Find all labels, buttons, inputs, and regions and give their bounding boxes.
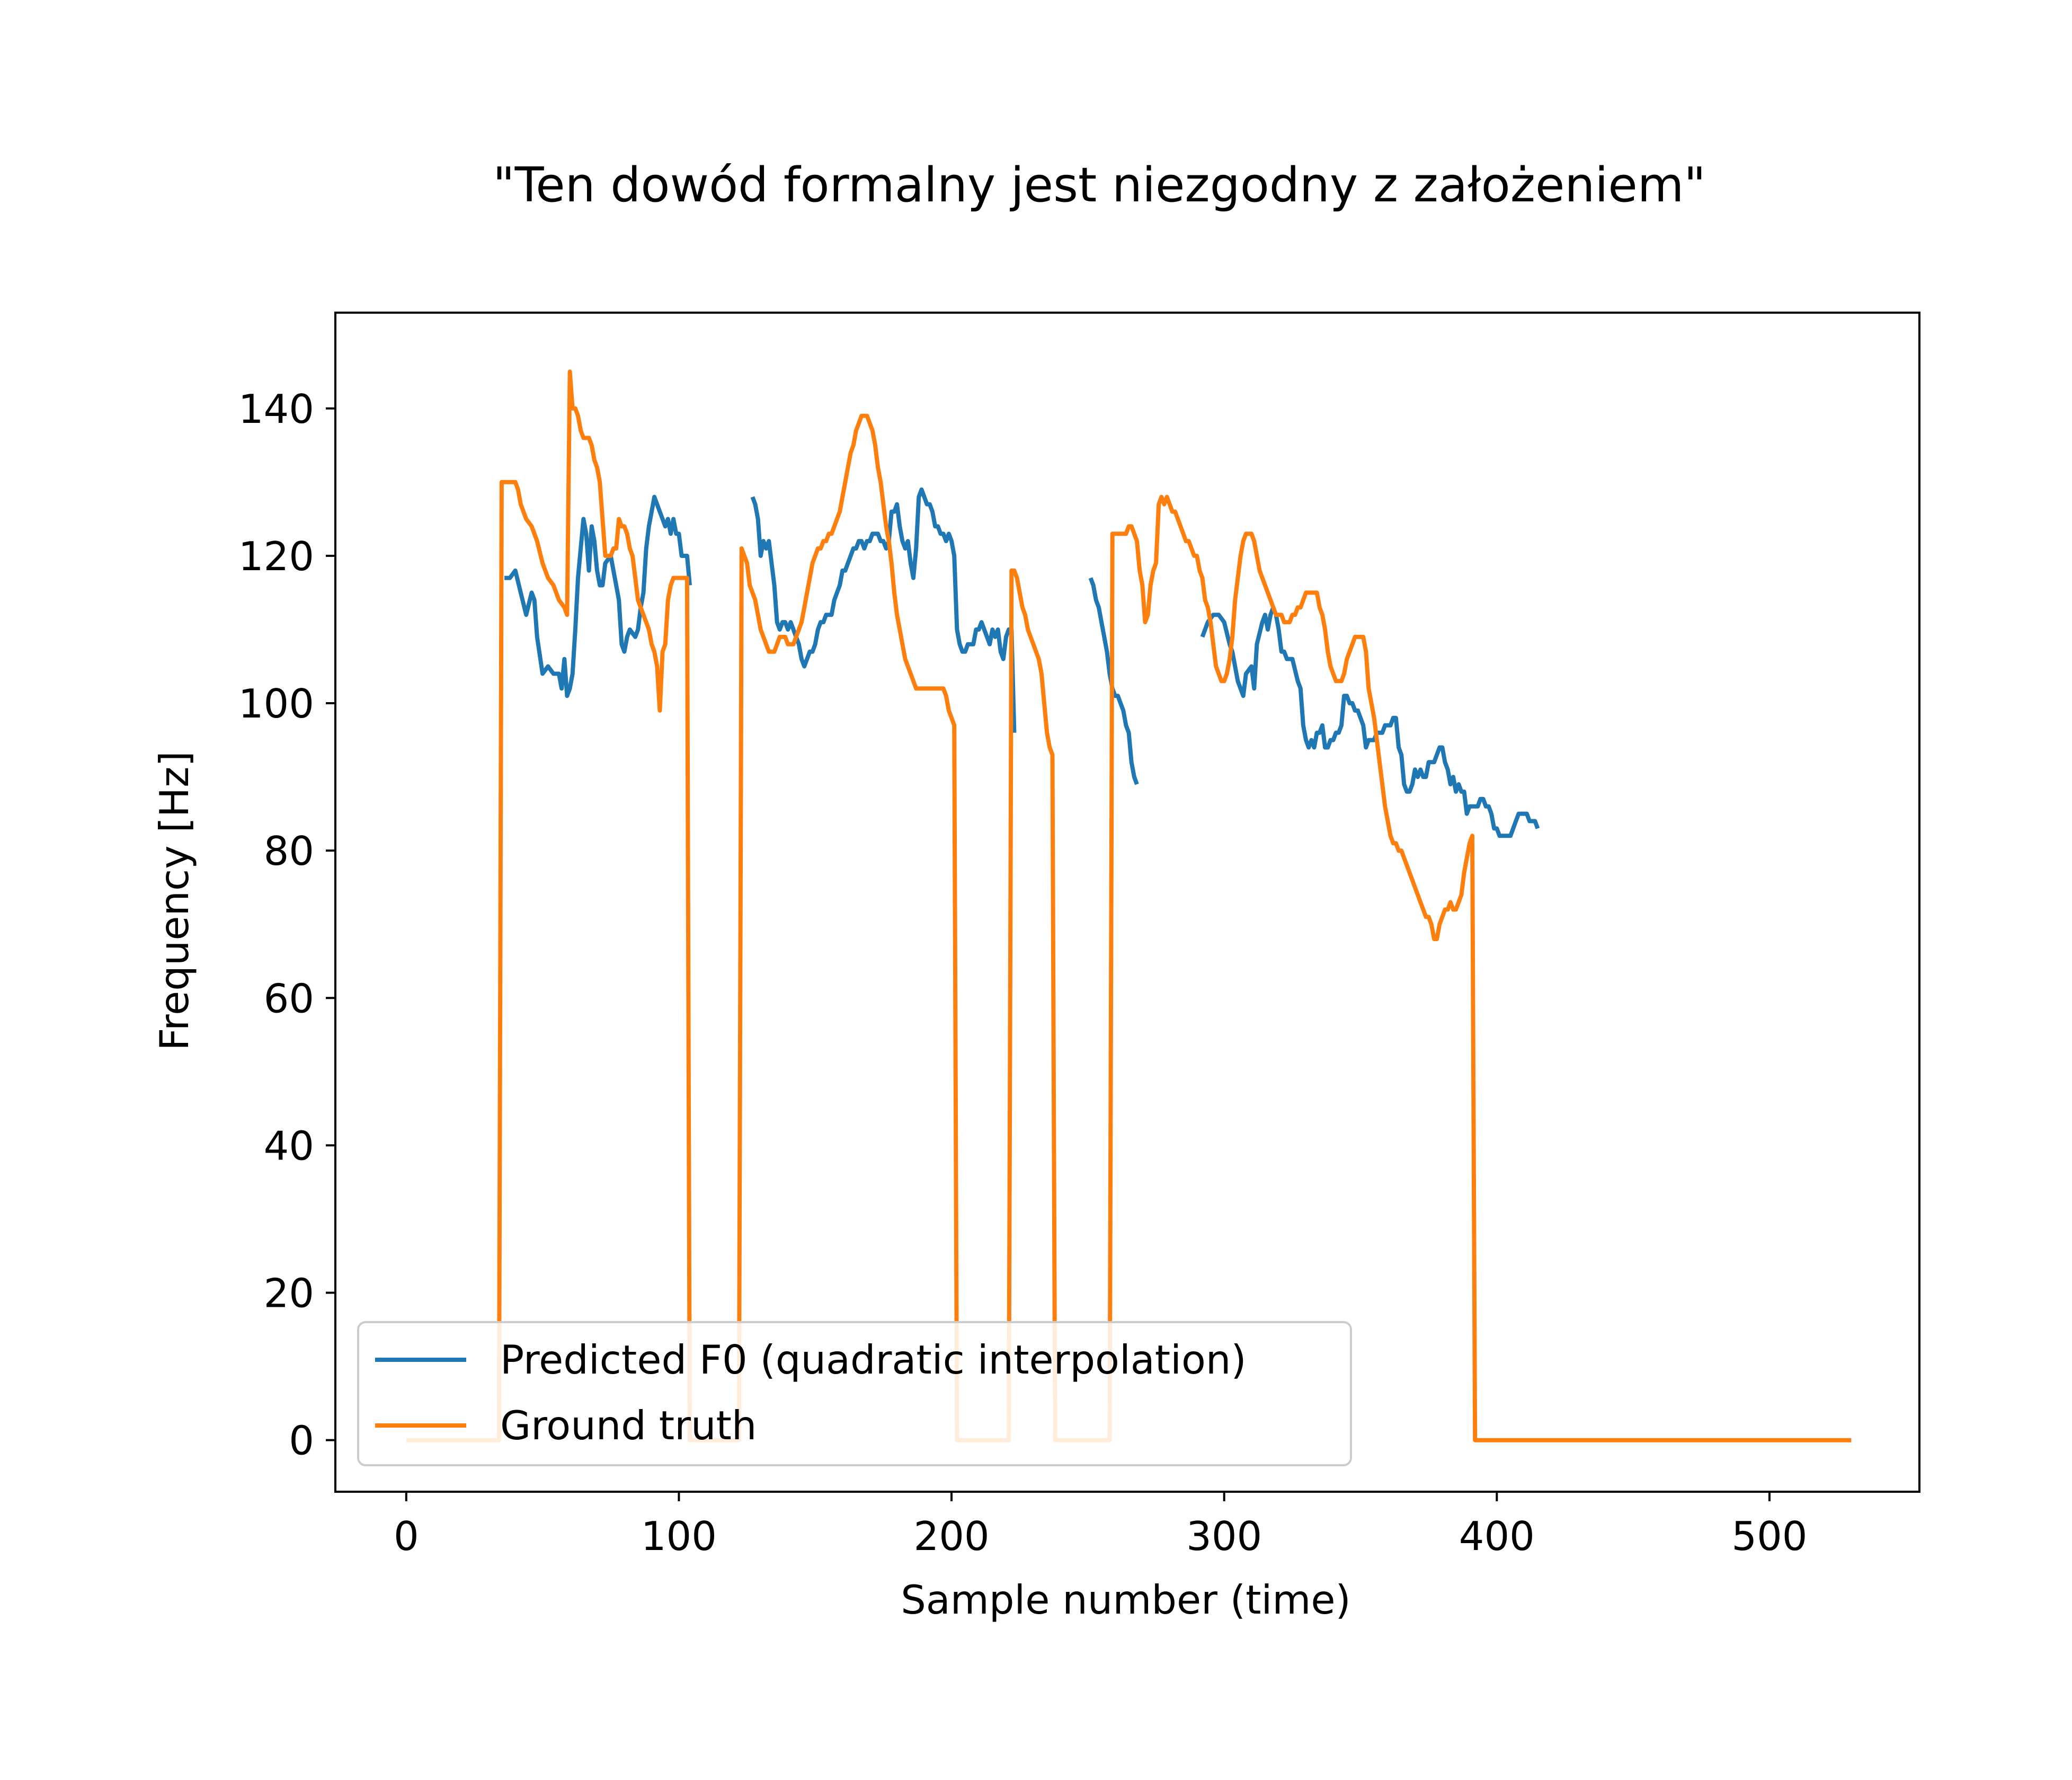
ground-truth-line-group [406, 369, 1852, 1442]
y-tick-label: 80 [264, 828, 314, 874]
legend-label-ground-truth: Ground truth [500, 1402, 757, 1449]
y-axis-label: Frequency [Hz] [151, 751, 198, 1051]
x-tick-label: 100 [641, 1513, 717, 1560]
x-tick-label: 400 [1459, 1513, 1535, 1560]
legend-label-predicted: Predicted F0 (quadratic interpolation) [500, 1336, 1247, 1383]
y-tick-label: 40 [264, 1122, 314, 1169]
legend-box [357, 1321, 1352, 1466]
plot-area [406, 369, 1852, 1442]
x-tick-label: 0 [394, 1513, 419, 1560]
x-axis-label: Sample number (time) [901, 1577, 1351, 1623]
ground-truth-line [406, 369, 1852, 1442]
y-tick-label: 0 [289, 1418, 314, 1464]
y-tick-label: 100 [238, 680, 314, 727]
chart-title: "Ten dowód formalny jest niezgodny z zał… [493, 157, 1706, 213]
legend: Predicted F0 (quadratic interpolation) G… [357, 1321, 1352, 1466]
x-tick-label: 500 [1731, 1513, 1807, 1560]
y-tick-label: 20 [264, 1270, 314, 1317]
y-tick-label: 140 [238, 386, 314, 432]
plot-frame [334, 312, 1920, 1493]
predicted-f0-line [1200, 605, 1540, 838]
y-tick-label: 120 [238, 533, 314, 580]
x-tick-label: 300 [1186, 1513, 1262, 1560]
axis-ticks: 0 100 200 300 400 500 0 20 40 60 80 100 120 140 [238, 386, 1808, 1560]
y-tick-label: 60 [264, 975, 314, 1022]
x-tick-label: 200 [913, 1513, 989, 1560]
